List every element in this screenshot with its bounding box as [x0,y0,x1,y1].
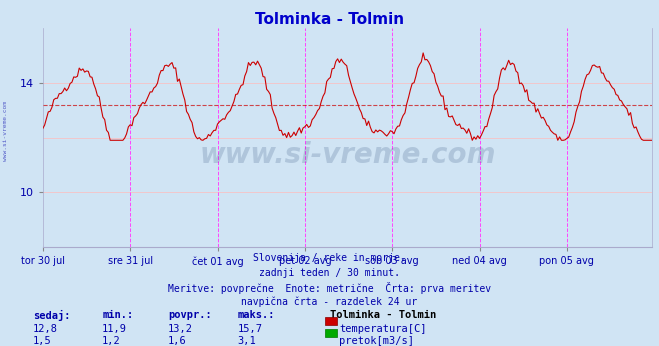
Text: 1,6: 1,6 [168,336,186,346]
Text: maks.:: maks.: [237,310,275,320]
Text: 1,2: 1,2 [102,336,121,346]
Text: pretok[m3/s]: pretok[m3/s] [339,336,415,346]
Text: Slovenija / reke in morje.: Slovenija / reke in morje. [253,253,406,263]
Text: www.si-vreme.com: www.si-vreme.com [200,141,496,169]
Text: Tolminka - Tolmin: Tolminka - Tolmin [255,12,404,27]
Text: 11,9: 11,9 [102,324,127,334]
Text: sedaj:: sedaj: [33,310,71,321]
Text: povpr.:: povpr.: [168,310,212,320]
Text: Meritve: povprečne  Enote: metrične  Črta: prva meritev: Meritve: povprečne Enote: metrične Črta:… [168,282,491,294]
Text: zadnji teden / 30 minut.: zadnji teden / 30 minut. [259,268,400,278]
Text: min.:: min.: [102,310,133,320]
Text: 12,8: 12,8 [33,324,58,334]
Text: temperatura[C]: temperatura[C] [339,324,427,334]
Text: 1,5: 1,5 [33,336,51,346]
Text: Tolminka - Tolmin: Tolminka - Tolmin [330,310,436,320]
Text: 15,7: 15,7 [237,324,262,334]
Text: navpična črta - razdelek 24 ur: navpična črta - razdelek 24 ur [241,297,418,307]
Text: 13,2: 13,2 [168,324,193,334]
Text: www.si-vreme.com: www.si-vreme.com [3,101,9,162]
Text: 3,1: 3,1 [237,336,256,346]
